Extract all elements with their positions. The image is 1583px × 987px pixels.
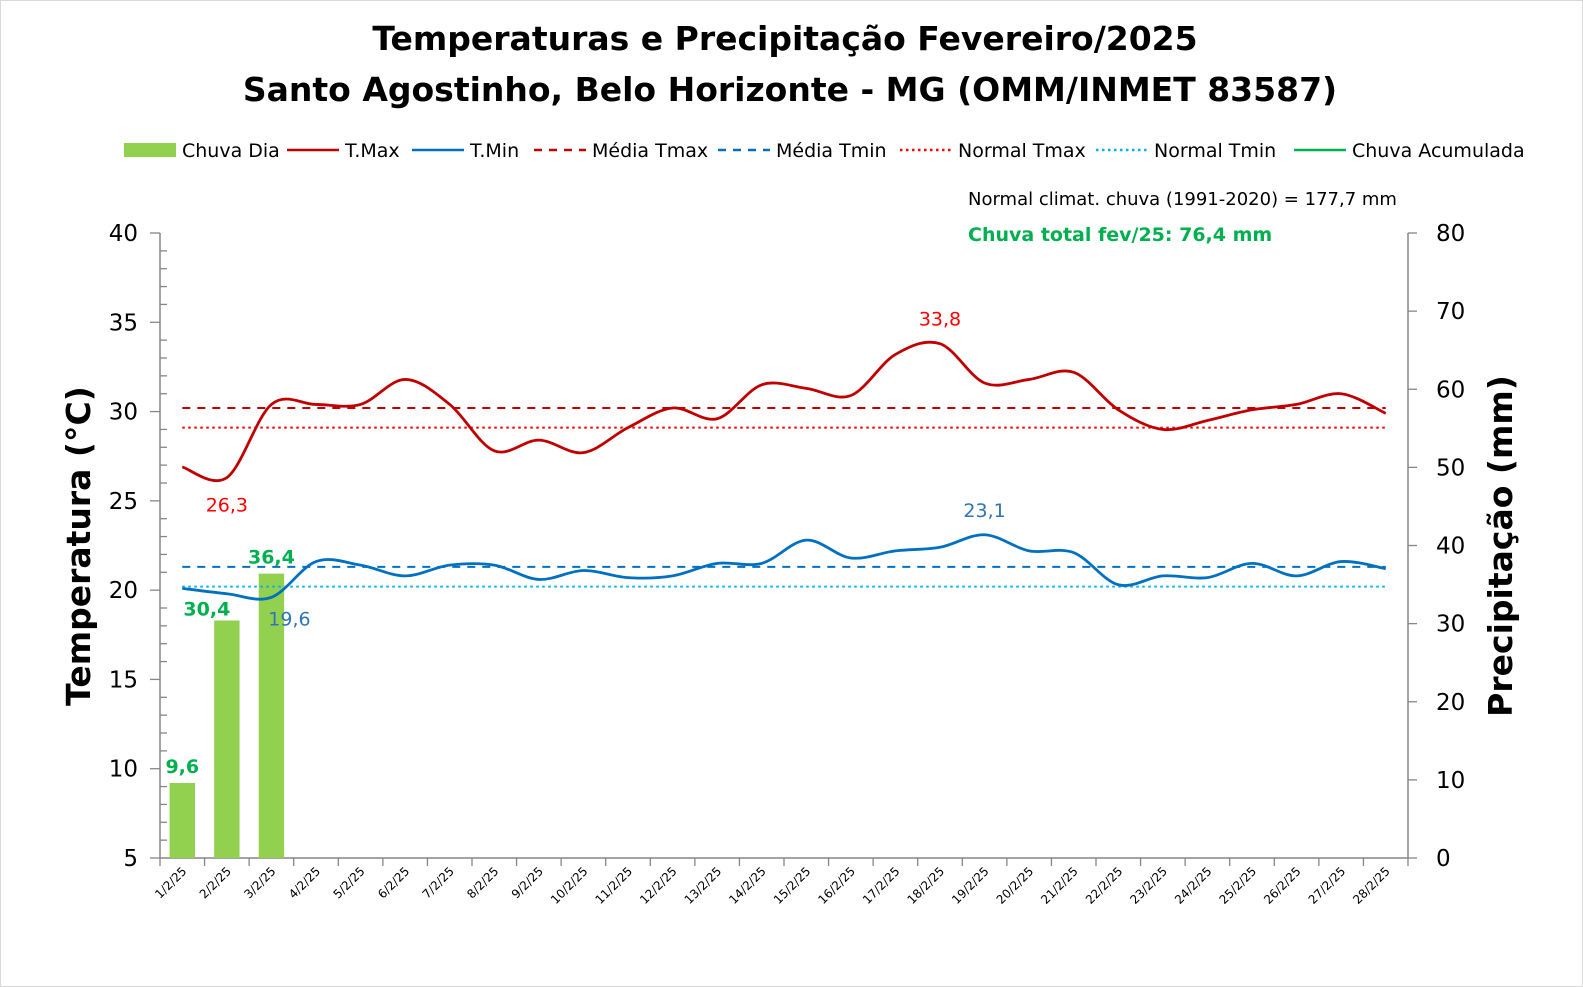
- legend-item: Chuva Dia: [124, 140, 280, 162]
- legend-item: Normal Tmax: [900, 140, 1086, 162]
- y-tick-label: 30: [109, 400, 138, 426]
- x-tick-label: 28/2/25: [1350, 864, 1393, 907]
- legend-item: T.Max: [287, 140, 400, 162]
- y-tick-label: 15: [109, 667, 138, 693]
- x-tick-label: 19/2/25: [949, 864, 992, 907]
- legend-item: Chuva Acumulada: [1294, 140, 1525, 162]
- legend-label: Média Tmax: [592, 140, 708, 162]
- legend-label: Média Tmin: [776, 140, 887, 162]
- y-tick-label: 40: [109, 221, 138, 247]
- x-tick-label: 7/2/25: [420, 864, 457, 901]
- x-tick-label: 15/2/25: [771, 864, 814, 907]
- legend-item: Normal Tmin: [1096, 140, 1276, 162]
- x-tick-label: 12/2/25: [637, 864, 680, 907]
- x-tick-label: 10/2/25: [548, 864, 591, 907]
- x-tick-label: 5/2/25: [330, 864, 367, 901]
- y2-tick-label: 10: [1436, 768, 1465, 794]
- x-tick-label: 2/2/25: [197, 864, 234, 901]
- line-t-min: [182, 533, 1386, 601]
- x-tick-label: 18/2/25: [905, 864, 948, 907]
- data-label: 9,6: [165, 756, 199, 778]
- x-tick-label: 1/2/25: [152, 864, 189, 901]
- y2-tick-label: 70: [1436, 299, 1465, 325]
- x-tick-label: 4/2/25: [286, 864, 323, 901]
- x-tick-label: 16/2/25: [815, 864, 858, 907]
- legend-label: Normal Tmin: [1154, 140, 1276, 162]
- y-tick-label: 35: [109, 310, 138, 336]
- y2-tick-label: 20: [1436, 690, 1465, 716]
- x-tick-label: 14/2/25: [726, 864, 769, 907]
- annotation-normal-rain: Normal climat. chuva (1991-2020) = 177,7…: [968, 189, 1397, 210]
- x-tick-label: 6/2/25: [375, 864, 412, 901]
- bar-chuva-dia: [214, 620, 240, 858]
- chart-subtitle: Santo Agostinho, Belo Horizonte - MG (OM…: [243, 70, 1337, 109]
- legend-item: Média Tmax: [534, 140, 708, 162]
- chart-title: Temperaturas e Precipitação Fevereiro/20…: [372, 19, 1197, 58]
- y2-tick-label: 40: [1436, 534, 1465, 560]
- bar-chuva-dia: [169, 783, 195, 858]
- data-label: 33,8: [919, 309, 961, 331]
- y-tick-label: 20: [109, 578, 138, 604]
- x-tick-label: 25/2/25: [1217, 864, 1260, 907]
- bar-chuva-dia: [258, 573, 285, 858]
- x-tick-label: 11/2/25: [593, 864, 636, 907]
- x-tick-label: 9/2/25: [509, 864, 546, 901]
- legend-label: T.Min: [469, 140, 519, 162]
- y2-tick-label: 0: [1436, 846, 1451, 872]
- y-tick-label: 5: [123, 846, 138, 872]
- x-tick-label: 17/2/25: [860, 864, 903, 907]
- y-axis-label: Temperatura (°C): [59, 386, 98, 706]
- x-tick-label: 8/2/25: [464, 864, 501, 901]
- y2-tick-label: 30: [1436, 612, 1465, 638]
- line-t-max: [181, 340, 1387, 483]
- legend-item: Média Tmin: [718, 140, 887, 162]
- x-tick-label: 22/2/25: [1083, 864, 1126, 907]
- x-tick-label: 3/2/25: [241, 864, 278, 901]
- y2-axis-label: Precipitação (mm): [1481, 375, 1520, 717]
- legend-label: Chuva Dia: [182, 140, 280, 162]
- data-label: 19,6: [268, 608, 310, 630]
- x-tick-label: 21/2/25: [1038, 864, 1081, 907]
- y-tick-label: 25: [109, 489, 138, 515]
- legend-label: T.Max: [344, 140, 400, 162]
- legend-swatch: [124, 143, 176, 157]
- y2-tick-label: 80: [1436, 221, 1465, 247]
- legend-label: Chuva Acumulada: [1352, 140, 1525, 162]
- data-label: 30,4: [183, 599, 230, 621]
- x-tick-label: 13/2/25: [682, 864, 725, 907]
- x-tick-label: 20/2/25: [994, 864, 1037, 907]
- legend-item: T.Min: [412, 140, 519, 162]
- data-label: 23,1: [963, 500, 1005, 522]
- x-tick-label: 24/2/25: [1172, 864, 1215, 907]
- y2-tick-label: 60: [1436, 377, 1465, 403]
- y-tick-label: 10: [109, 757, 138, 783]
- x-tick-label: 27/2/25: [1306, 864, 1349, 907]
- legend: Chuva Dia T.Max T.Min Média Tmax Média Tmin N…: [124, 140, 1525, 162]
- data-label: 26,3: [206, 495, 248, 517]
- x-tick-label: 23/2/25: [1127, 864, 1170, 907]
- legend-label: Normal Tmax: [958, 140, 1086, 162]
- plot-area: 5 10 15 20 25 30 35 40 0 10 20 30 40 50 60 70 80 1/2/25 2/…: [109, 221, 1466, 907]
- annotation-total-rain: Chuva total fev/25: 76,4 mm: [968, 224, 1272, 246]
- data-label: 36,4: [248, 547, 295, 569]
- x-tick-label: 26/2/25: [1261, 864, 1304, 907]
- y2-tick-label: 50: [1436, 455, 1465, 481]
